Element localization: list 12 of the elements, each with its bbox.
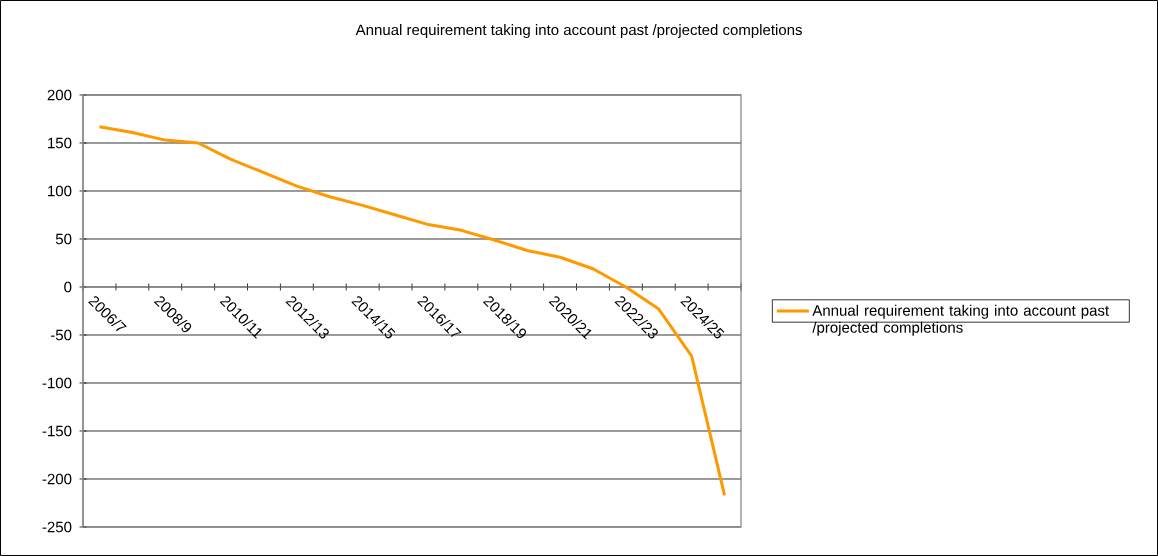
y-tick-label: -250 <box>42 521 72 533</box>
y-tick-label: 50 <box>55 233 72 245</box>
y-tick-label: 0 <box>64 281 72 293</box>
y-tick-label: -50 <box>50 329 72 341</box>
y-tick-label: 200 <box>47 89 72 101</box>
y-tick-label: -150 <box>42 425 72 437</box>
y-tick-label: 150 <box>48 137 72 149</box>
y-tick-label: -100 <box>42 377 72 389</box>
y-tick-label: -200 <box>42 473 72 485</box>
legend-label: Annual requirement taking into account past /projected completions <box>812 304 1109 336</box>
chart-title: Annual requirement taking into account past /projected completions <box>355 24 802 39</box>
y-tick-label: 100 <box>48 185 72 197</box>
